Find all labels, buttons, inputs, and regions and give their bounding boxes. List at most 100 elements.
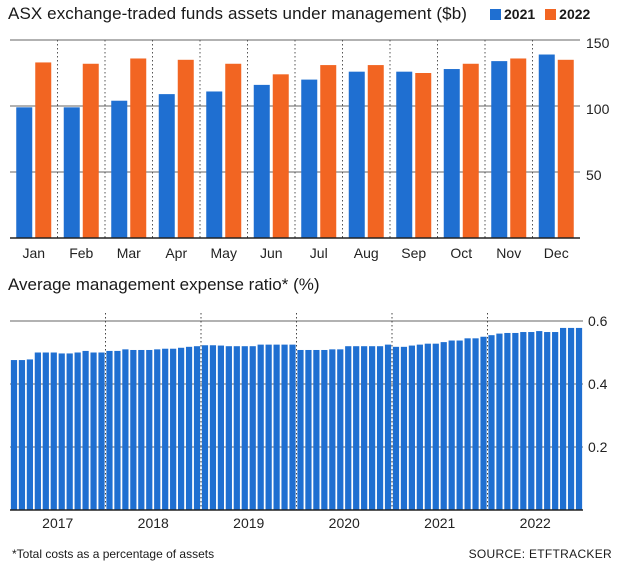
aum-bar-2022-jun [272,74,289,238]
aum-bar-2021-sep [396,71,413,239]
mer-bar [289,344,296,510]
mer-bar [257,344,264,510]
aum-bar-2021-jun [253,84,270,238]
aum-bar-2021-jul [301,79,318,238]
legend-label-2021: 2021 [504,6,536,22]
mer-bar [528,332,535,510]
mer-xtick-label: 2021 [424,515,455,531]
aum-bar-2021-mar [111,100,128,238]
mer-bar [201,345,209,510]
mer-bar [233,346,240,510]
mer-chart: 0.2 0.4 0.6 2017 2018 2019 2020 2021 2022 [10,313,608,531]
mer-bar [392,346,400,510]
aum-bar-2022-jul [320,65,337,238]
mer-bar [456,340,463,510]
aum-bar-2022-feb [82,63,99,239]
mer-bar [400,346,408,510]
mer-bar [50,352,57,510]
source-note: SOURCE: ETFTRACKER [468,547,612,561]
aum-xtick-label: Aug [354,245,379,261]
mer-ytick-label: 0.2 [588,439,608,455]
aum-xtick-label: Mar [117,245,141,261]
mer-bar [74,352,81,510]
mer-xtick-label: 2022 [520,515,551,531]
mer-bar [217,345,224,510]
mer-bar [520,332,527,510]
mer-bar [432,343,439,510]
mer-bar [130,349,137,510]
mer-bar [170,348,177,510]
mer-bar [98,352,105,510]
mer-bar [384,344,392,510]
mer-bar [464,338,471,510]
mer-bar [265,344,272,510]
legend-swatch-2021 [490,8,501,20]
mer-bar [26,359,33,510]
aum-xtick-label: Jul [310,245,328,261]
legend-item-2021: 2021 [490,6,535,22]
mer-ytick-label: 0.6 [588,313,608,329]
aum-xtick-label: Oct [450,245,472,261]
mer-bar [321,349,328,510]
mer-bar [122,349,129,510]
mer-bar [504,332,511,510]
aum-xtick-label: Jan [22,245,45,261]
mer-bar [193,346,201,510]
aum-bar-2022-jan [35,62,52,238]
mer-bar [209,345,217,510]
aum-chart: 50 100 150 Jan Feb Mar Apr May Jun Jul Aug Sep Oct No… [10,35,610,261]
mer-bar [416,344,423,510]
mer-bar [560,327,567,510]
aum-ytick-label: 150 [586,35,610,51]
mer-bar [241,346,248,510]
aum-xtick-label: Dec [544,245,569,261]
mer-bar [82,350,89,510]
mer-bar [178,347,185,510]
mer-bar [66,353,73,510]
legend: 2021 2022 [490,6,600,22]
aum-bar-2022-sep [415,73,432,238]
mer-bar [329,349,336,510]
aum-ytick-label: 100 [586,101,610,117]
aum-xtick-label: Apr [165,245,187,261]
aum-xtick-label: Nov [496,245,521,261]
chart-title-aum: ASX exchange-traded funds assets under m… [8,4,468,23]
mer-bar [575,327,583,510]
mer-bar [552,332,559,510]
aum-bar-2022-nov [510,58,527,239]
aum-bar-2021-nov [491,61,508,239]
aum-xtick-label: Jun [260,245,283,261]
mer-bar [512,332,519,510]
aum-bar-2021-feb [63,107,80,238]
aum-bar-2021-jan [16,107,33,238]
mer-xtick-label: 2017 [42,515,73,531]
mer-bar [18,360,26,510]
aum-bar-2021-may [206,91,223,238]
mer-bar [42,352,49,510]
mer-bar [281,344,288,510]
aum-xtick-label: Feb [69,245,93,261]
mer-bar [567,327,575,510]
mer-bar [376,346,384,510]
mer-bar [34,352,41,510]
mer-bar [448,340,455,510]
mer-bar [337,349,344,510]
mer-bar [496,333,503,510]
mer-bar [544,332,551,510]
mer-bar [536,331,543,510]
mer-xtick-label: 2019 [233,515,264,531]
mer-bar [138,349,145,510]
mer-bar [488,335,495,510]
mer-bar [369,346,376,510]
mer-bar [162,348,169,510]
mer-bar [424,343,431,510]
mer-xtick-label: 2018 [138,515,169,531]
mer-bar [114,350,121,510]
aum-bar-2021-dec [538,54,555,238]
aum-bar-2022-mar [130,58,147,239]
legend-swatch-2022 [545,8,557,20]
aum-bar-2022-aug [367,65,384,238]
legend-item-2022: 2022 [545,6,590,22]
aum-bar-2021-aug [348,71,365,239]
mer-bar [58,353,65,510]
